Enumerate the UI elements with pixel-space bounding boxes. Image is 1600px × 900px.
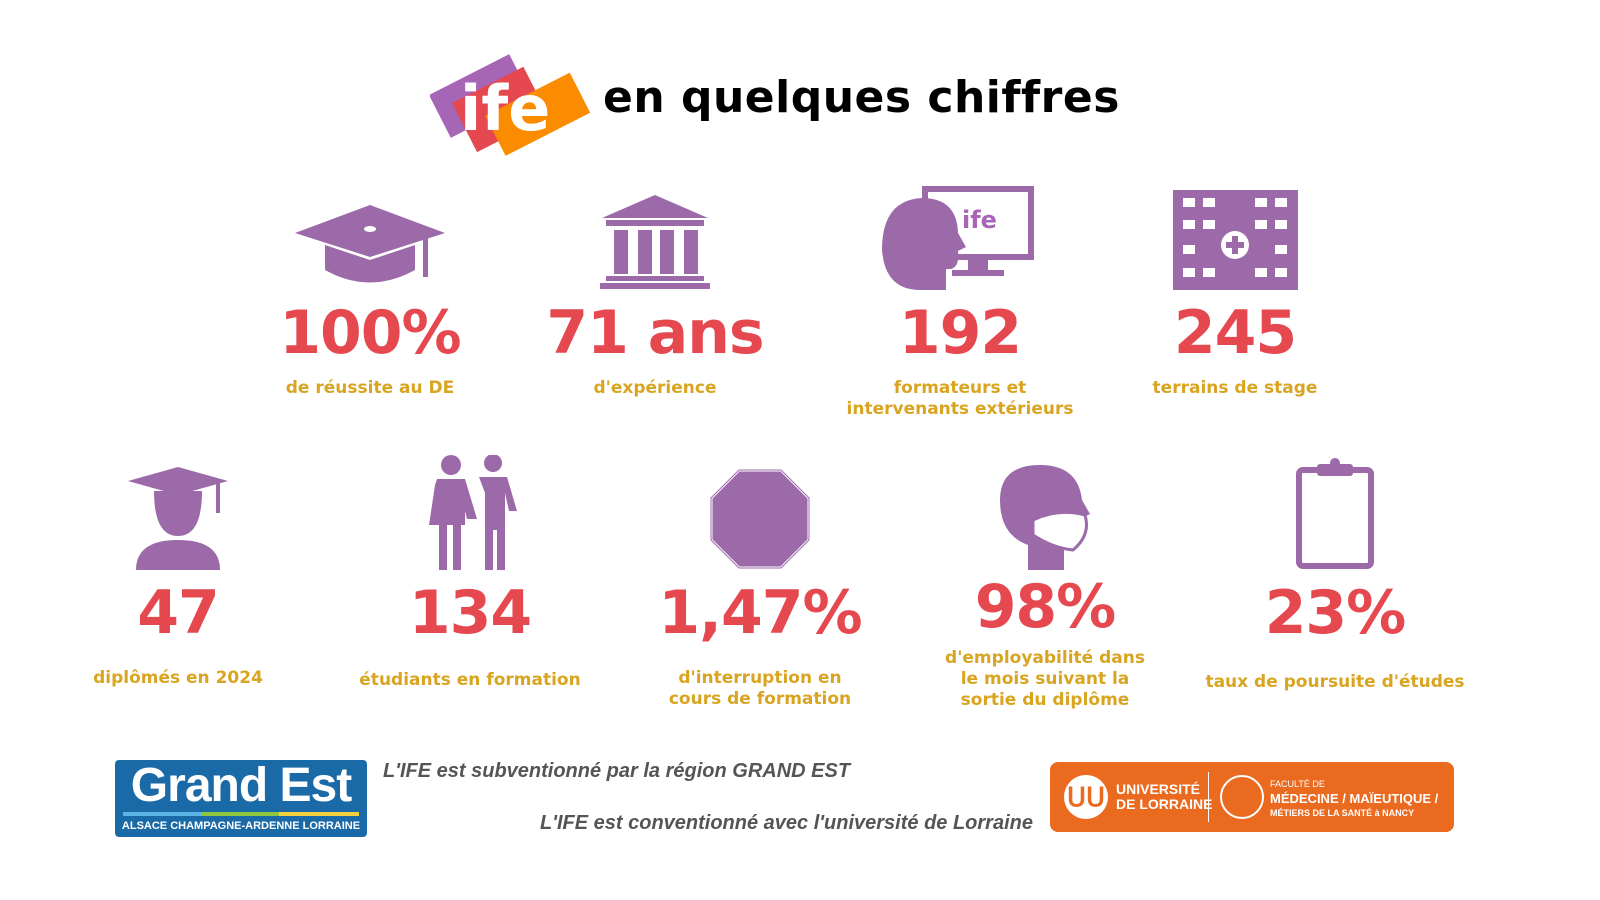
stat-value: 71 ans [546,298,764,368]
stat-value: 245 [1173,298,1297,368]
stat-label: formateurs et intervenants extérieurs [846,378,1074,419]
faculty-line3: MÉTIERS DE LA SANTÉ à NANCY [1270,808,1415,818]
stat-label: taux de poursuite d'études [1205,672,1465,692]
faculty-emblem-icon [1220,775,1264,819]
stat-label: d'expérience [593,378,717,398]
ul-monogram-icon: ᑌᑌ [1064,775,1108,819]
divider [1208,772,1209,822]
ife-logo: ife [429,42,600,157]
universite-lorraine-logo: ᑌᑌ UNIVERSITÉ DE LORRAINE FACULTÉ DE MÉD… [1050,762,1454,832]
institution-building-icon [505,175,805,290]
hospital-icon [1085,175,1385,290]
stat-value: 134 [408,578,532,648]
stat-success-rate: 100% de réussite au DE [220,175,520,399]
page-title: en quelques chiffres [603,72,1120,123]
stat-further-studies: 23% taux de poursuite d'études [1185,455,1485,693]
faculty-line2: MÉDECINE / MAÏEUTIQUE / [1270,791,1439,806]
tricolor-bar [123,812,359,816]
univ-name-line1: UNIVERSITÉ [1116,781,1201,797]
grand-est-logo-name: Grand Est [130,759,352,812]
svg-text:ife: ife [962,206,997,234]
stat-label: étudiants en formation [359,670,581,690]
svg-text:ife: ife [460,72,550,145]
stat-employability: 98% d'employabilité dans le mois suivant… [895,455,1195,711]
masked-head-icon [895,455,1195,570]
stat-label: d'employabilité dans le mois suivant la … [945,648,1145,710]
stat-trainers: ife 192 formateurs et intervenants extér… [810,175,1110,420]
convention-note: L'IFE est conventionné avec l'université… [540,812,1033,834]
person-screen-icon: ife [810,175,1110,290]
stat-value: 192 [898,298,1022,368]
subsidy-note: L'IFE est subventionné par la région GRA… [383,760,851,782]
grand-est-logo-subtitle: ALSACE CHAMPAGNE-ARDENNE LORRAINE [121,820,361,832]
stat-experience: 71 ans d'expérience [505,175,805,399]
stat-label: d'interruption en cours de formation [668,668,852,709]
stat-label: diplômés en 2024 [93,668,263,688]
stat-value: 47 [137,578,220,648]
stat-label: terrains de stage [1152,378,1318,398]
stat-label: de réussite au DE [285,378,455,398]
stat-interruption: 1,47% d'interruption en cours de formati… [610,455,910,710]
stat-value: 100% [279,298,461,368]
faculty-line1: FACULTÉ DE [1270,779,1325,789]
stat-students: 134 étudiants en formation [320,455,620,691]
couple-people-icon [320,455,620,570]
stat-internships: 245 terrains de stage [1085,175,1385,399]
stat-value: 1,47% [658,578,862,648]
graduate-person-icon [28,455,328,570]
graduation-cap-icon [220,175,520,290]
univ-name-line2: DE LORRAINE [1116,796,1213,812]
stat-value: 98% [974,572,1117,642]
stat-graduates: 47 diplômés en 2024 [28,455,328,689]
stat-value: 23% [1264,578,1407,648]
grand-est-logo: Grand Est ALSACE CHAMPAGNE-ARDENNE LORRA… [115,760,367,837]
clipboard-icon [1185,455,1485,570]
stop-octagon-icon [610,455,910,570]
